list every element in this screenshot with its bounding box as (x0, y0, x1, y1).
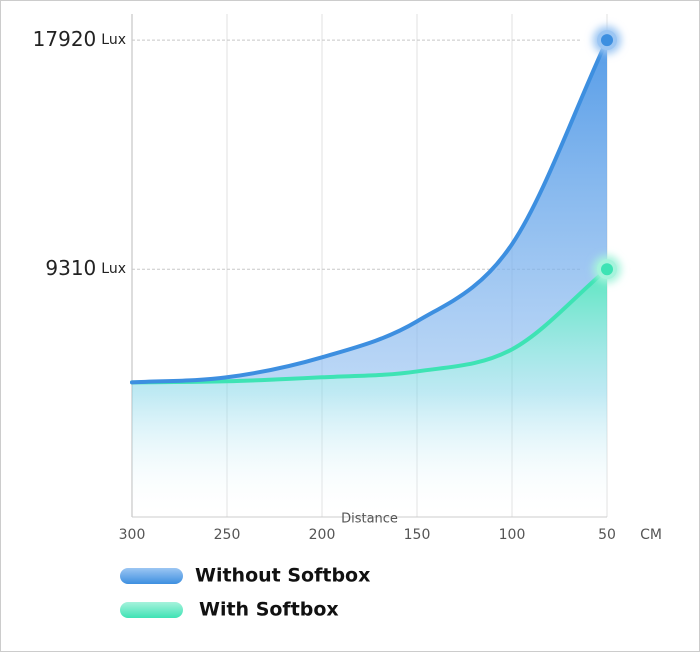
point (597, 259, 617, 280)
y-tick-unit: Lux (101, 32, 126, 48)
legend-swatch (120, 602, 183, 618)
y-tick-value: 9310 (45, 256, 96, 280)
x-tick-label: 50 (598, 527, 616, 543)
x-tick-label: 250 (214, 527, 241, 543)
line (130, 267, 609, 385)
y-tick-label: 9310 Lux (45, 256, 126, 280)
y-tick-label: 17920 Lux (33, 27, 126, 51)
x-tick-label: 300 (119, 527, 146, 543)
y-tick-unit: Lux (101, 261, 126, 277)
line (130, 38, 609, 385)
legend-swatch (120, 568, 183, 584)
area-fill (132, 269, 607, 517)
legend-label: With Softbox (199, 599, 339, 621)
y-tick-value: 17920 (33, 27, 97, 51)
point (597, 30, 617, 51)
x-tick-label: 100 (499, 527, 526, 543)
area-fill (132, 40, 607, 383)
x-tick-label: 200 (309, 527, 336, 543)
x-tick-label: 150 (404, 527, 431, 543)
x-axis-unit: CM (640, 527, 662, 543)
legend-label: Without Softbox (195, 565, 370, 587)
